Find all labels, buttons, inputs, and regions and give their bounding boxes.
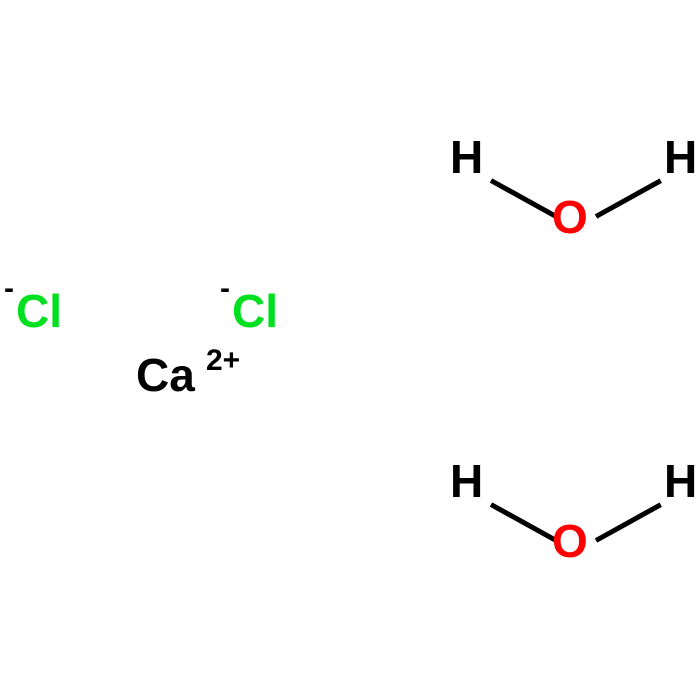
atom-o2: O bbox=[552, 518, 588, 564]
atom-h1a: H bbox=[450, 134, 483, 180]
bond bbox=[490, 502, 557, 542]
bond bbox=[490, 178, 557, 218]
atom-ca: Ca bbox=[136, 352, 195, 398]
atom-h2a: H bbox=[450, 458, 483, 504]
atom-h1b: H bbox=[664, 134, 697, 180]
charge-cl2: - bbox=[220, 274, 230, 304]
bond bbox=[595, 178, 662, 218]
atom-o1: O bbox=[552, 194, 588, 240]
charge-ca: 2+ bbox=[206, 346, 240, 376]
atom-h2b: H bbox=[664, 458, 697, 504]
atom-cl1: Cl bbox=[16, 288, 62, 334]
structure-canvas: Cl-Cl-Ca2+HOHHOH bbox=[0, 0, 700, 700]
bond bbox=[595, 502, 662, 542]
atom-cl2: Cl bbox=[232, 288, 278, 334]
charge-cl1: - bbox=[4, 274, 14, 304]
